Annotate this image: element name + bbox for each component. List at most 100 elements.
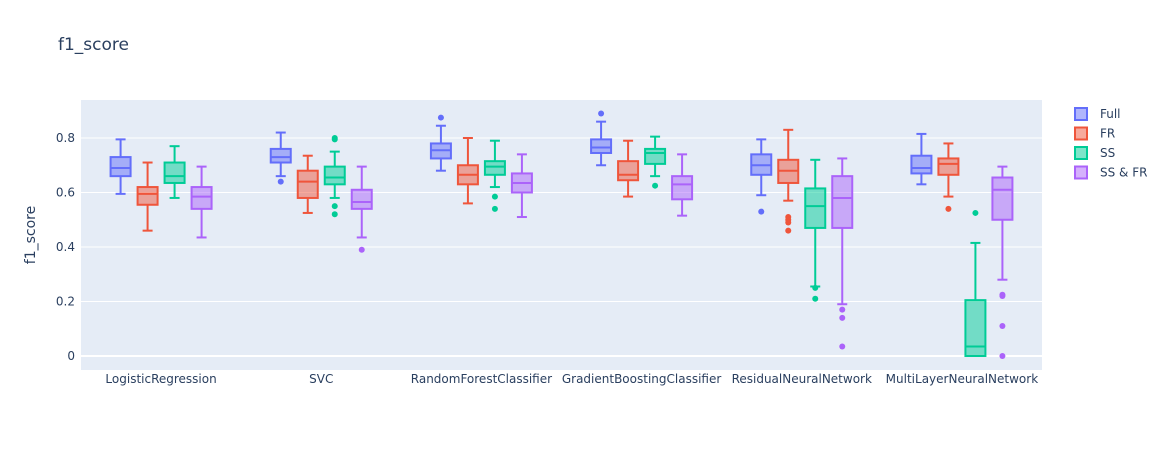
box-body: [831, 175, 854, 229]
outlier-point: [972, 209, 979, 216]
box-body: [190, 186, 213, 210]
x-tick-label: SVC: [309, 372, 333, 386]
legend-item[interactable]: SS: [1074, 146, 1115, 160]
box-body: [109, 156, 132, 178]
outlier-point: [839, 343, 846, 350]
box: [429, 114, 452, 172]
series-full: [109, 110, 933, 215]
box-body: [804, 187, 827, 229]
y-tick-label: 0.6: [56, 186, 75, 200]
x-tick-label: GradientBoostingClassifier: [562, 372, 722, 386]
legend-swatch: [1074, 107, 1088, 121]
box-body: [617, 160, 640, 182]
legend-swatch: [1074, 126, 1088, 141]
x-tick-label: MultiLayerNeuralNetwork: [886, 372, 1039, 386]
plot-area: [81, 100, 1042, 370]
outlier-point: [839, 314, 846, 321]
box: [483, 139, 506, 212]
box-series-group: [109, 110, 1014, 359]
box-body: [163, 161, 186, 184]
box-body: [590, 138, 613, 154]
y-tick-label: 0.2: [56, 295, 75, 309]
box: [910, 132, 933, 186]
outlier-point: [277, 178, 284, 185]
legend-swatch: [1074, 165, 1088, 180]
y-tick-label: 0.8: [56, 131, 75, 145]
box-body: [483, 160, 506, 176]
box-body: [671, 175, 694, 201]
box: [777, 128, 800, 234]
x-axis-ticks: LogisticRegression SVC RandomForestClassif…: [105, 372, 1038, 386]
outlier-point: [491, 205, 498, 212]
outlier-point: [331, 203, 338, 210]
box: [831, 157, 854, 350]
box: [190, 165, 213, 239]
legend-item[interactable]: FR: [1074, 126, 1115, 141]
box: [323, 135, 346, 218]
outlier-point: [437, 114, 444, 121]
outlier-point: [999, 323, 1006, 330]
x-tick-label: RandomForestClassifier: [411, 372, 552, 386]
box-body: [644, 147, 667, 165]
box-body: [350, 188, 373, 210]
legend-swatch: [1074, 146, 1088, 160]
y-tick-label: 0: [67, 349, 75, 363]
box: [296, 154, 319, 214]
box: [350, 165, 373, 253]
series-ss-fr: [190, 153, 1014, 359]
box-body: [323, 165, 346, 186]
box: [136, 161, 159, 232]
outlier-point: [785, 219, 792, 226]
y-tick-label: 0.4: [56, 240, 75, 254]
box: [991, 165, 1014, 359]
outlier-point: [999, 353, 1006, 359]
legend-label: Full: [1100, 107, 1121, 121]
box: [804, 158, 827, 302]
outlier-point: [331, 136, 338, 143]
legend-item[interactable]: SS & FR: [1074, 165, 1147, 180]
outlier-point: [945, 205, 952, 212]
box: [964, 209, 987, 358]
outlier-point: [758, 208, 765, 215]
box-body: [964, 299, 987, 358]
chart-title: f1_score: [58, 35, 129, 55]
outlier-point: [331, 211, 338, 218]
box: [163, 145, 186, 199]
outlier-point: [999, 293, 1006, 300]
outlier-point: [839, 306, 846, 313]
x-tick-label: ResidualNeuralNetwork: [732, 372, 872, 386]
box-body: [136, 186, 159, 206]
legend-label: FR: [1100, 127, 1115, 141]
legend-label: SS & FR: [1100, 166, 1147, 180]
box-body: [991, 176, 1014, 221]
box: [510, 153, 533, 219]
box: [671, 153, 694, 217]
gridlines: [81, 137, 1042, 357]
box-body: [296, 169, 319, 199]
legend-label: SS: [1100, 146, 1115, 160]
box: [937, 142, 960, 212]
y-axis-ticks: 0 0.2 0.4 0.6 0.8: [56, 131, 75, 363]
box: [590, 110, 613, 167]
box-body: [937, 157, 960, 176]
series-ss: [163, 135, 987, 358]
legend: Full FR SS SS & FR: [1074, 107, 1147, 180]
series-fr: [136, 128, 960, 234]
legend-item[interactable]: Full: [1074, 107, 1121, 121]
outlier-point: [491, 193, 498, 200]
outlier-point: [652, 182, 659, 189]
x-tick-label: LogisticRegression: [105, 372, 216, 386]
outlier-point: [785, 227, 792, 234]
box: [617, 139, 640, 198]
box: [644, 135, 667, 189]
outlier-point: [812, 284, 819, 291]
box-body: [269, 147, 292, 164]
y-axis-title: f1_score: [23, 206, 39, 264]
outlier-point: [358, 246, 365, 253]
box: [109, 138, 132, 195]
outlier-point: [812, 295, 819, 302]
box: [456, 137, 479, 205]
outlier-point: [598, 110, 605, 117]
box: [750, 138, 773, 215]
